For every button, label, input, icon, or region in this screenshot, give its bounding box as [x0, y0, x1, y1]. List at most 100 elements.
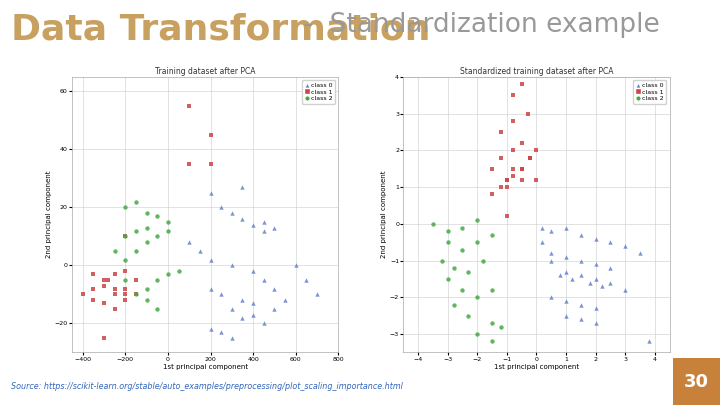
X-axis label: 1st principal component: 1st principal component	[494, 364, 579, 370]
Point	[536, 239, 548, 245]
Point	[141, 297, 153, 303]
Point	[141, 239, 153, 245]
Point	[575, 257, 587, 264]
Point	[546, 250, 557, 256]
Point	[495, 184, 507, 190]
Point	[507, 92, 518, 98]
Point	[258, 277, 269, 283]
Point	[590, 305, 601, 311]
Point	[77, 291, 89, 298]
Point	[448, 264, 459, 271]
Point	[237, 184, 248, 190]
Point	[204, 326, 216, 333]
Point	[162, 219, 174, 225]
Point	[102, 277, 114, 283]
Point	[120, 286, 131, 292]
Point	[605, 279, 616, 286]
Point	[290, 262, 302, 269]
Point	[605, 264, 616, 271]
Point	[501, 213, 513, 220]
Point	[575, 316, 587, 322]
Point	[495, 154, 507, 161]
Point	[204, 256, 216, 263]
Point	[643, 338, 654, 345]
Point	[619, 287, 631, 293]
Point	[215, 291, 227, 298]
Point	[184, 161, 195, 167]
Point	[141, 224, 153, 231]
Title: Training dataset after PCA: Training dataset after PCA	[155, 67, 256, 76]
X-axis label: 1st principal component: 1st principal component	[163, 364, 248, 370]
Point	[98, 277, 109, 283]
Point	[109, 286, 120, 292]
Point	[194, 247, 206, 254]
Text: Source: https://scikit-learn.org/stable/auto_examples/preprocessing/plot_scaling: Source: https://scikit-learn.org/stable/…	[11, 382, 402, 391]
Point	[462, 312, 474, 319]
Point	[486, 191, 498, 198]
Point	[501, 184, 513, 190]
Point	[477, 257, 489, 264]
Point	[462, 269, 474, 275]
Point	[88, 286, 99, 292]
Point	[204, 190, 216, 196]
Point	[486, 338, 498, 345]
Point	[120, 204, 131, 211]
Point	[109, 291, 120, 298]
Point	[536, 224, 548, 231]
Point	[226, 306, 238, 312]
Point	[204, 161, 216, 167]
Point	[226, 335, 238, 341]
Point	[237, 216, 248, 222]
Point	[575, 232, 587, 238]
Point	[427, 221, 438, 227]
Point	[173, 268, 184, 275]
Point	[151, 277, 163, 283]
Point	[507, 118, 518, 124]
Point	[120, 297, 131, 303]
Point	[456, 246, 468, 253]
Point	[109, 306, 120, 312]
Point	[248, 222, 259, 228]
Point	[151, 213, 163, 220]
Point	[204, 132, 216, 138]
Point	[120, 256, 131, 263]
Point	[237, 297, 248, 303]
Point	[120, 291, 131, 298]
Point	[501, 177, 513, 183]
Point	[516, 140, 527, 146]
Point	[560, 298, 572, 304]
Point	[226, 262, 238, 269]
Point	[301, 277, 312, 283]
Point	[516, 177, 527, 183]
Point	[279, 297, 291, 303]
Point	[472, 239, 483, 245]
Point	[151, 306, 163, 312]
Point	[237, 314, 248, 321]
Point	[522, 111, 534, 117]
Point	[442, 276, 454, 282]
Point	[590, 320, 601, 326]
Point	[456, 287, 468, 293]
Point	[215, 204, 227, 211]
Point	[98, 300, 109, 306]
Point	[507, 166, 518, 172]
Point	[605, 239, 616, 245]
Legend: class 0, class 1, class 2: class 0, class 1, class 2	[633, 80, 667, 104]
Point	[162, 227, 174, 234]
Point	[590, 276, 601, 282]
Point	[258, 219, 269, 225]
Point	[130, 291, 142, 298]
Point	[525, 154, 536, 161]
Point	[486, 320, 498, 326]
Point	[162, 271, 174, 277]
Point	[472, 294, 483, 301]
Point	[442, 228, 454, 234]
Point	[120, 233, 131, 240]
Point	[130, 227, 142, 234]
Y-axis label: 2nd principal component: 2nd principal component	[381, 171, 387, 258]
Point	[456, 224, 468, 231]
Point	[525, 154, 536, 161]
Point	[560, 269, 572, 275]
Point	[184, 239, 195, 245]
Title: Standardized training dataset after PCA: Standardized training dataset after PCA	[459, 67, 613, 76]
